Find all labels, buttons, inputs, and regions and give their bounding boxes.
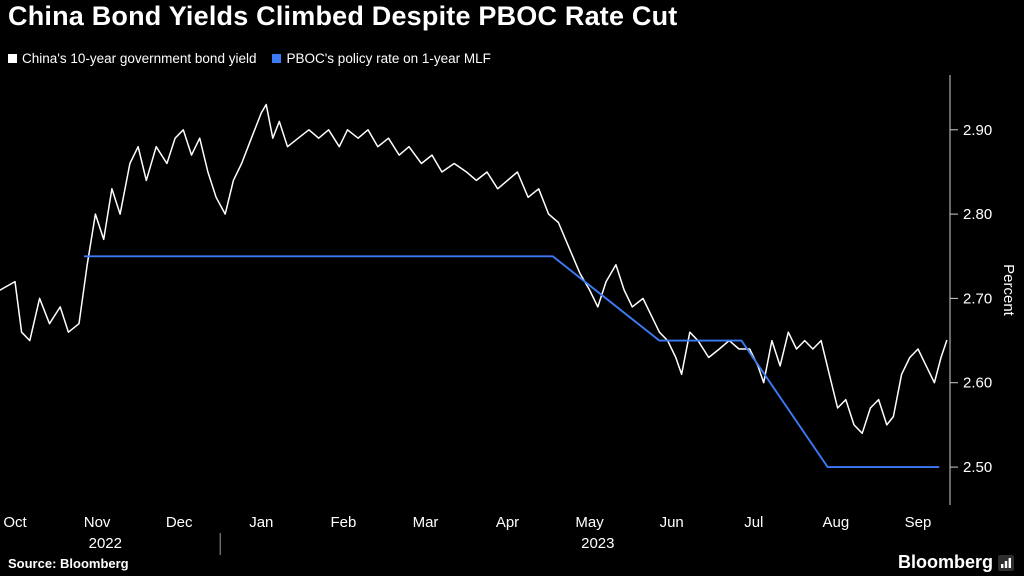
x-tick-label: Jan <box>249 514 273 531</box>
x-tick-label: Feb <box>330 514 356 531</box>
x-tick-label: Mar <box>413 514 439 531</box>
chart-legend: China's 10-year government bond yield PB… <box>8 51 491 66</box>
x-tick-label: Nov <box>84 514 111 531</box>
x-tick-label: Jul <box>744 514 763 531</box>
year-label: 2023 <box>581 535 614 552</box>
year-label: 2022 <box>89 535 122 552</box>
y-axis-title: Percent <box>1000 264 1017 317</box>
y-tick-label: 2.60 <box>963 375 992 392</box>
page-title: China Bond Yields Climbed Despite PBOC R… <box>8 1 678 31</box>
x-tick-label: Aug <box>823 514 850 531</box>
bloomberg-logo-text: Bloomberg <box>897 552 993 572</box>
bloomberg-logo: Bloomberg <box>898 552 1014 573</box>
x-tick-label: Dec <box>166 514 193 531</box>
y-tick-label: 2.50 <box>963 459 992 476</box>
source-note: Source: Bloomberg <box>8 556 129 571</box>
x-tick-label: Sep <box>905 514 932 531</box>
series-line-mlf-rate <box>83 255 940 469</box>
x-tick-label: Apr <box>496 514 519 531</box>
x-tick-label: Oct <box>3 514 27 531</box>
series-line-bond-yield <box>0 103 948 435</box>
legend-label: PBOC's policy rate on 1-year MLF <box>286 51 491 66</box>
x-tick-label: May <box>575 514 604 531</box>
y-tick-label: 2.70 <box>963 290 992 307</box>
legend-item-bond-yield: China's 10-year government bond yield <box>8 51 256 66</box>
x-tick-label: Jun <box>660 514 684 531</box>
bloomberg-terminal-icon <box>998 554 1014 571</box>
legend-item-mlf-rate: PBOC's policy rate on 1-year MLF <box>272 51 491 66</box>
bond-yield-swatch-icon <box>8 54 17 63</box>
y-tick-label: 2.90 <box>963 122 992 139</box>
y-tick-label: 2.80 <box>963 206 992 223</box>
legend-label: China's 10-year government bond yield <box>22 51 257 66</box>
mlf-rate-swatch-icon <box>272 54 282 63</box>
